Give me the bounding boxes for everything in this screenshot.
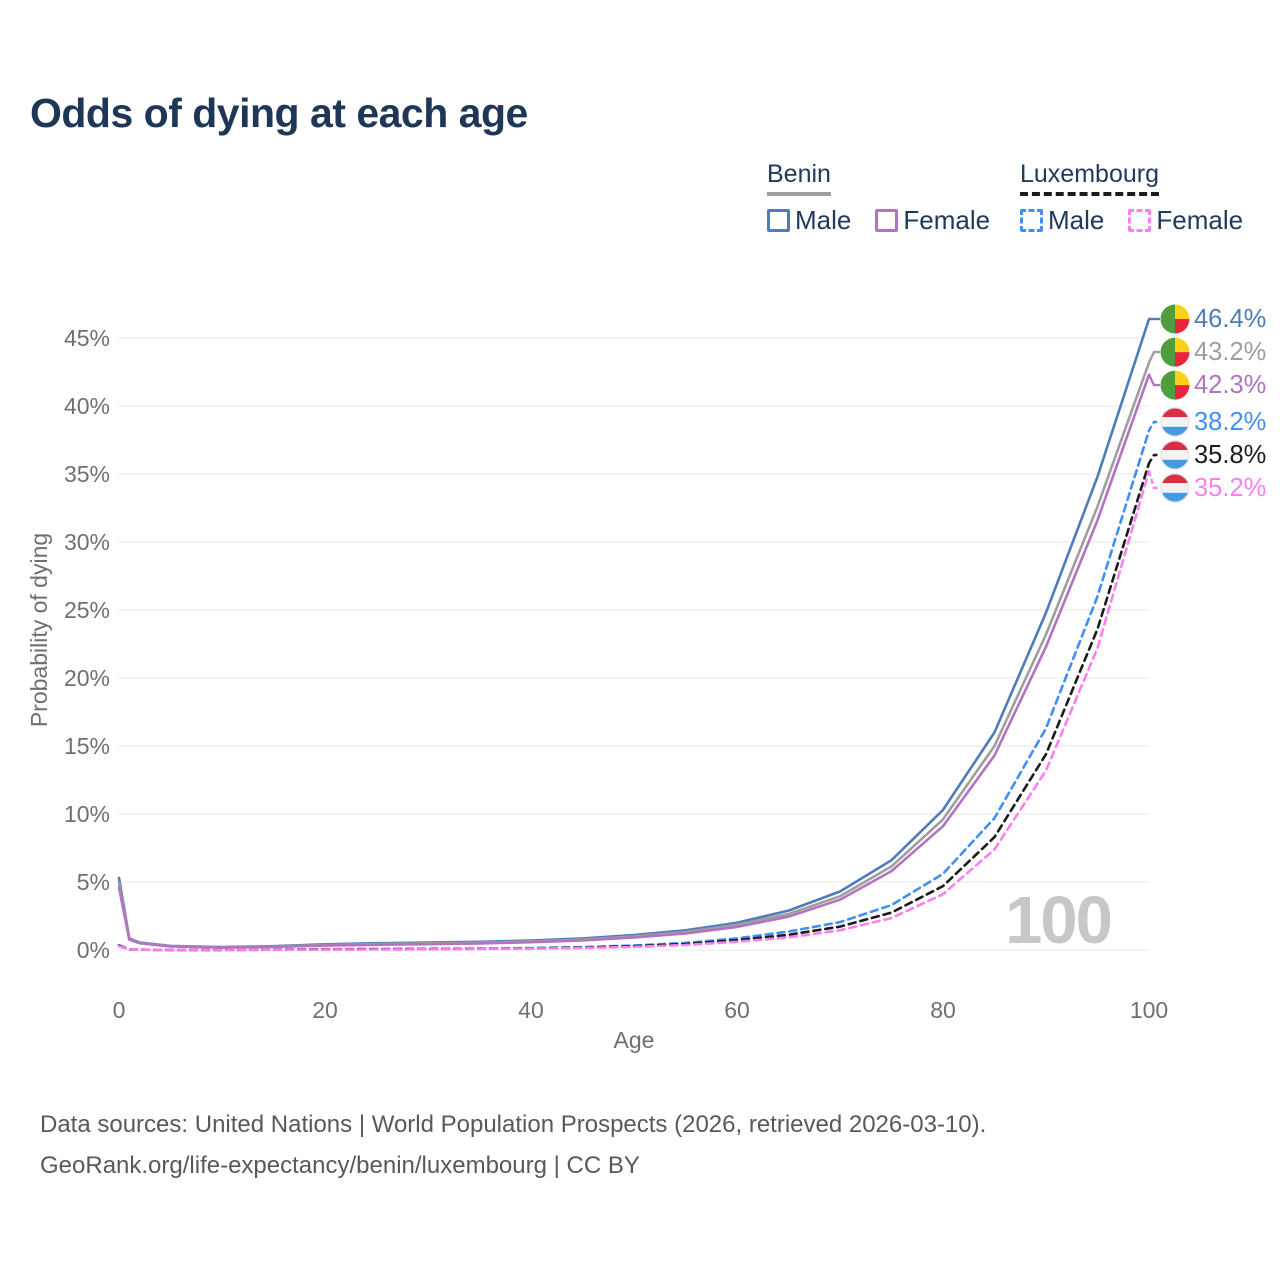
flag-icon-benin xyxy=(1160,370,1190,400)
footer-line-sources: Data sources: United Nations | World Pop… xyxy=(40,1111,987,1138)
y-tick-0: 0% xyxy=(77,937,110,963)
legend-group-benin: Benin Male Female xyxy=(767,160,990,236)
footer-line-attribution: GeoRank.org/life-expectancy/benin/luxemb… xyxy=(40,1152,640,1179)
end-label-luxembourg-male: 38.2% xyxy=(1194,408,1266,436)
legend-item-benin-male: Male xyxy=(767,205,851,236)
y-tick-25: 25% xyxy=(64,597,110,623)
x-axis-title: Age xyxy=(614,1027,655,1053)
x-tick-0: 0 xyxy=(113,997,126,1023)
legend-label-benin-male: Male xyxy=(795,205,852,235)
line-benin-female xyxy=(117,373,1151,949)
end-label-luxembourg-female: 35.2% xyxy=(1194,474,1266,502)
y-tick-40: 40% xyxy=(64,393,110,419)
luxembourg-female-swatch xyxy=(1128,209,1152,232)
y-tick-10: 10% xyxy=(64,801,110,827)
x-tick-60: 60 xyxy=(724,997,750,1023)
flag-icon-luxembourg xyxy=(1160,440,1190,470)
legend-label-luxembourg-female: Female xyxy=(1156,205,1244,235)
age-watermark: 100 xyxy=(1005,883,1111,958)
page-title: Odds of dying at each age xyxy=(30,90,528,136)
y-tick-45: 45% xyxy=(64,325,110,351)
luxembourg-male-swatch xyxy=(1020,209,1043,232)
flag-icon-benin xyxy=(1160,337,1190,367)
line-luxembourg-male xyxy=(117,429,1151,952)
line-benin-male xyxy=(117,317,1151,949)
data-source-footer: Data sources: United Nations | World Pop… xyxy=(40,1104,986,1186)
leader-luxembourg-male xyxy=(1147,420,1160,432)
end-label-benin-female: 42.3% xyxy=(1194,371,1266,399)
leader-luxembourg-female xyxy=(1147,470,1160,490)
legend-group-luxembourg: Luxembourg Male Female xyxy=(1020,160,1243,236)
line-benin-both-sexes xyxy=(117,361,1151,949)
line-luxembourg-female xyxy=(117,470,1151,952)
leader-benin-female xyxy=(1147,374,1160,387)
legend-label-luxembourg-male: Male xyxy=(1048,205,1105,235)
benin-male-swatch xyxy=(767,209,790,232)
y-tick-20: 20% xyxy=(64,665,110,691)
x-tick-40: 40 xyxy=(518,997,544,1023)
flag-icon-benin xyxy=(1160,304,1190,334)
x-tick-80: 80 xyxy=(930,997,956,1023)
flag-icon-luxembourg xyxy=(1160,473,1190,503)
line-luxembourg-both-sexes xyxy=(117,461,1151,952)
legend-label-benin-female: Female xyxy=(903,205,991,235)
y-tick-30: 30% xyxy=(64,529,110,555)
end-label-benin-male: 46.4% xyxy=(1194,305,1266,333)
flag-icon-luxembourg xyxy=(1160,407,1190,437)
legend-items-luxembourg: Male Female xyxy=(1020,205,1243,236)
legend-country-luxembourg: Luxembourg xyxy=(1020,160,1159,196)
legend-country-benin: Benin xyxy=(767,160,831,196)
leader-luxembourg-both-sexes xyxy=(1147,453,1160,464)
benin-female-swatch xyxy=(875,209,899,232)
legend-items-benin: Male Female xyxy=(767,205,990,236)
y-axis-title: Probability of dying xyxy=(26,533,52,727)
legend-item-benin-female: Female xyxy=(875,205,990,236)
x-tick-100: 100 xyxy=(1130,997,1168,1023)
end-label-luxembourg-both-sexes: 35.8% xyxy=(1194,441,1266,469)
y-tick-15: 15% xyxy=(64,733,110,759)
legend-item-luxembourg-male: Male xyxy=(1020,205,1104,236)
end-label-benin-both-sexes: 43.2% xyxy=(1194,338,1266,366)
legend-item-luxembourg-female: Female xyxy=(1128,205,1243,236)
chart-legend: Benin Male Female Luxembourg Male xyxy=(0,160,1280,250)
x-tick-20: 20 xyxy=(312,997,338,1023)
y-tick-35: 35% xyxy=(64,461,110,487)
y-tick-5: 5% xyxy=(77,869,110,895)
leader-benin-both-sexes xyxy=(1147,350,1160,364)
